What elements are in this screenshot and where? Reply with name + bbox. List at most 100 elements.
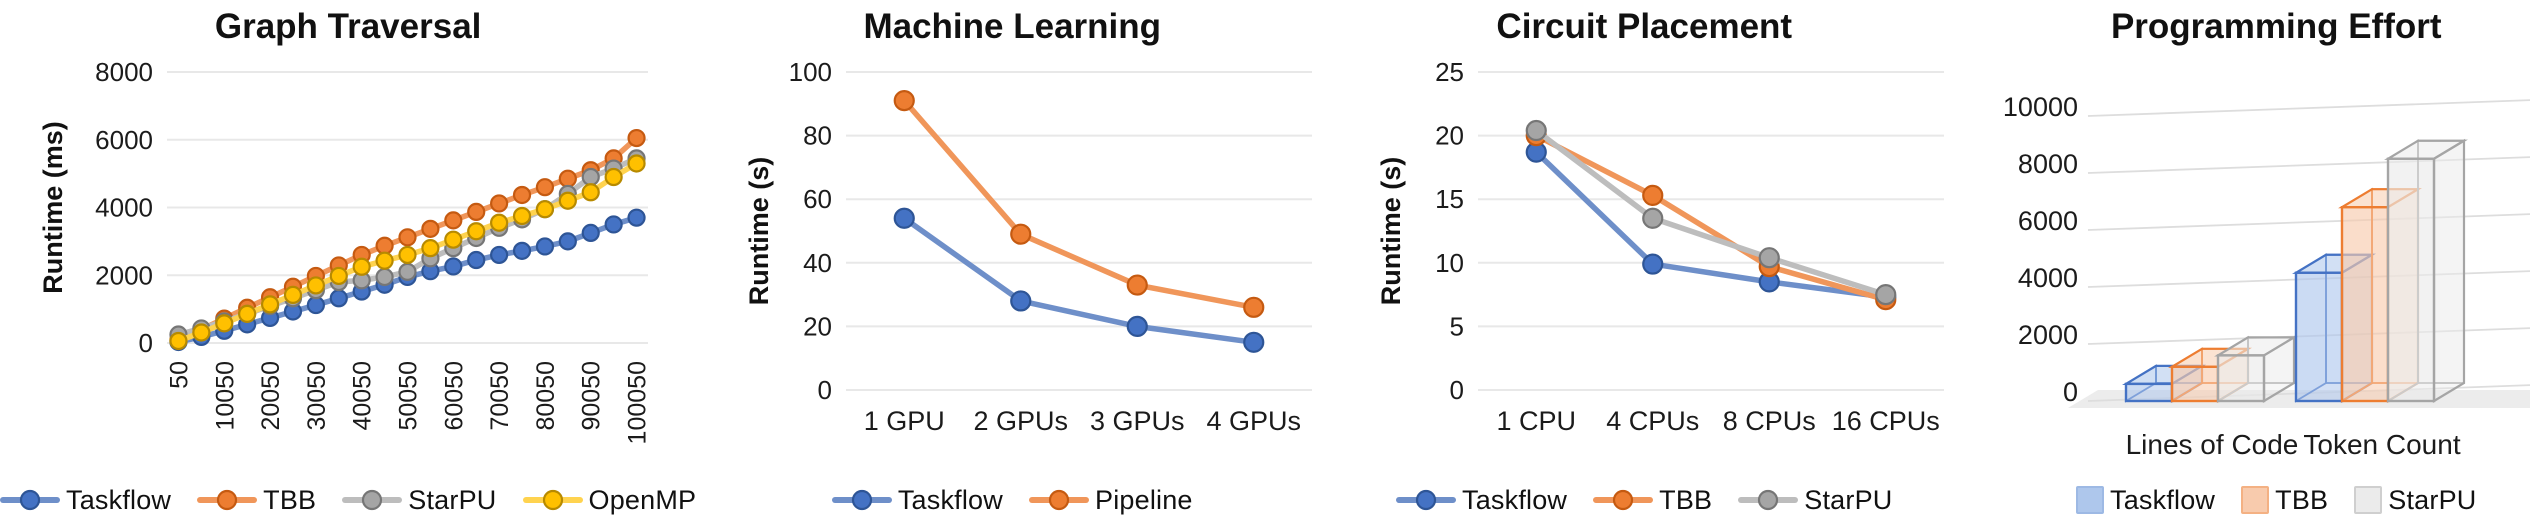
data-point-marker	[893, 207, 916, 229]
x-tick-label: 70050	[486, 361, 514, 431]
bar-starpu-lines-of-code	[2214, 335, 2299, 403]
legend-item-pipeline: Pipeline	[1028, 485, 1193, 516]
gridline	[2088, 213, 2530, 231]
data-point-marker	[352, 257, 371, 276]
data-point-marker	[1642, 253, 1664, 275]
y-tick-label: 25	[1435, 57, 1464, 87]
x-tick-label: 30050	[303, 361, 331, 431]
y-tick-label: 0	[818, 375, 832, 405]
data-point-marker	[1642, 184, 1664, 206]
data-point-marker	[535, 237, 555, 256]
y-tick-label: 80	[803, 121, 832, 151]
bar-front-face	[2171, 365, 2220, 403]
y-tick-label: 6000	[95, 125, 153, 155]
data-point-marker	[1243, 331, 1265, 353]
chart-panel-graph-traversal: Graph Traversal 0 2000 4000 6000 8000 Runtime…	[0, 0, 696, 529]
data-point-marker	[581, 183, 600, 202]
data-point-marker	[329, 289, 349, 308]
data-point-marker	[604, 215, 623, 234]
data-point-marker	[490, 245, 509, 265]
gridline	[2088, 156, 2530, 174]
data-point-marker	[1010, 223, 1032, 245]
data-point-marker	[444, 211, 463, 230]
y-tick-label: 2000	[2018, 320, 2078, 350]
x-tick-label: 4 CPUs	[1606, 406, 1699, 436]
data-point-marker	[558, 169, 578, 188]
data-point-marker	[535, 178, 555, 197]
x-tick-label: 10050	[211, 361, 239, 431]
bar-right-face	[2433, 138, 2466, 403]
data-point-marker	[306, 295, 326, 315]
legend-item-tbb: TBB	[197, 485, 316, 516]
data-point-marker	[375, 236, 394, 255]
y-tick-label: 100	[789, 57, 832, 87]
legend-item-tbb: TBB	[2241, 485, 2328, 516]
plot-circuit-placement: 0 5 10 15 20 25 Runtime (s) 1 CPU 4 CPUs 8 CPUs 16…	[1376, 57, 1945, 436]
data-point-marker	[215, 314, 234, 333]
data-point-marker	[284, 285, 303, 304]
x-tick-label: 80050	[532, 361, 560, 431]
data-point-marker	[306, 276, 326, 295]
legend-item-tbb: TBB	[1593, 485, 1712, 516]
data-point-marker	[627, 154, 646, 173]
data-point-marker	[535, 200, 555, 219]
data-point-marker	[467, 202, 486, 222]
x-tick-label: 40050	[349, 361, 377, 431]
series-line-taskflow	[1533, 149, 1889, 300]
data-point-marker	[1525, 119, 1548, 142]
legend-label: Taskflow	[897, 484, 1003, 515]
legend-graph-traversal: Taskflow TBB StarPU OpenMP	[0, 475, 696, 525]
y-axis-label: Runtime (s)	[1376, 157, 1406, 306]
data-point-marker	[467, 250, 486, 270]
bar-front-face	[2341, 205, 2390, 403]
legend-marker-icon	[1396, 489, 1456, 511]
y-tick-label: 10	[1435, 248, 1464, 278]
y-tick-label: 20	[1435, 121, 1464, 151]
data-point-marker	[375, 267, 394, 287]
series-line-tbb	[1533, 132, 1889, 303]
legend-marker-icon	[831, 489, 892, 511]
data-point-marker	[1875, 284, 1897, 306]
x-tick-label: 3 GPUs	[1090, 406, 1185, 436]
legend-item-taskflow: Taskflow	[831, 484, 1003, 516]
data-point-marker	[444, 230, 463, 249]
plot-programming-effort: 0 2000 4000 6000 8000 10000 Lines of Code Token…	[2003, 92, 2530, 460]
x-tick-label: 20050	[257, 361, 285, 431]
legend-label: TBB	[263, 484, 317, 515]
bar-front-face	[2295, 271, 2344, 403]
legend-programming-effort: Taskflow TBB StarPU	[2076, 475, 2477, 525]
legend-marker-icon	[1028, 489, 1089, 511]
x-tick-label: 50	[166, 361, 194, 389]
data-point-marker	[581, 223, 600, 243]
legend-marker-icon	[0, 489, 60, 511]
legend-swatch-icon	[2076, 486, 2104, 514]
bar-front-face	[2387, 157, 2436, 403]
series-line-taskflow	[901, 215, 1257, 346]
data-point-marker	[238, 304, 257, 323]
data-point-marker	[398, 262, 417, 281]
x-tick-label: 16 CPUs	[1832, 406, 1940, 436]
legend-item-taskflow: Taskflow	[0, 485, 171, 516]
legend-swatch-icon	[2241, 486, 2270, 514]
x-tick-label: 50050	[395, 361, 423, 431]
data-point-marker	[1243, 296, 1265, 318]
y-tick-label: 5	[1450, 311, 1464, 341]
data-point-marker	[1010, 290, 1032, 312]
x-tick-label: 90050	[578, 361, 606, 431]
x-tick-label: 1 GPU	[864, 406, 945, 436]
y-tick-label: 4000	[95, 193, 153, 223]
legend-marker-icon	[1738, 489, 1799, 511]
data-point-marker	[581, 167, 600, 187]
chart-title-circuit-placement: Circuit Placement	[1496, 7, 1793, 46]
legend-item-taskflow: Taskflow	[2076, 485, 2215, 516]
legend-label: OpenMP	[588, 484, 697, 515]
data-point-marker	[513, 241, 532, 260]
chart-panel-programming-effort: Programming Effort 0 2000 4000 6000 8000 1000…	[1960, 0, 2530, 529]
data-point-marker	[329, 266, 349, 286]
data-point-marker	[375, 251, 394, 270]
legend-marker-icon	[342, 489, 403, 511]
data-point-marker	[1642, 207, 1664, 229]
y-tick-label: 8000	[2018, 149, 2078, 179]
legend-label: Taskflow	[2110, 484, 2216, 515]
